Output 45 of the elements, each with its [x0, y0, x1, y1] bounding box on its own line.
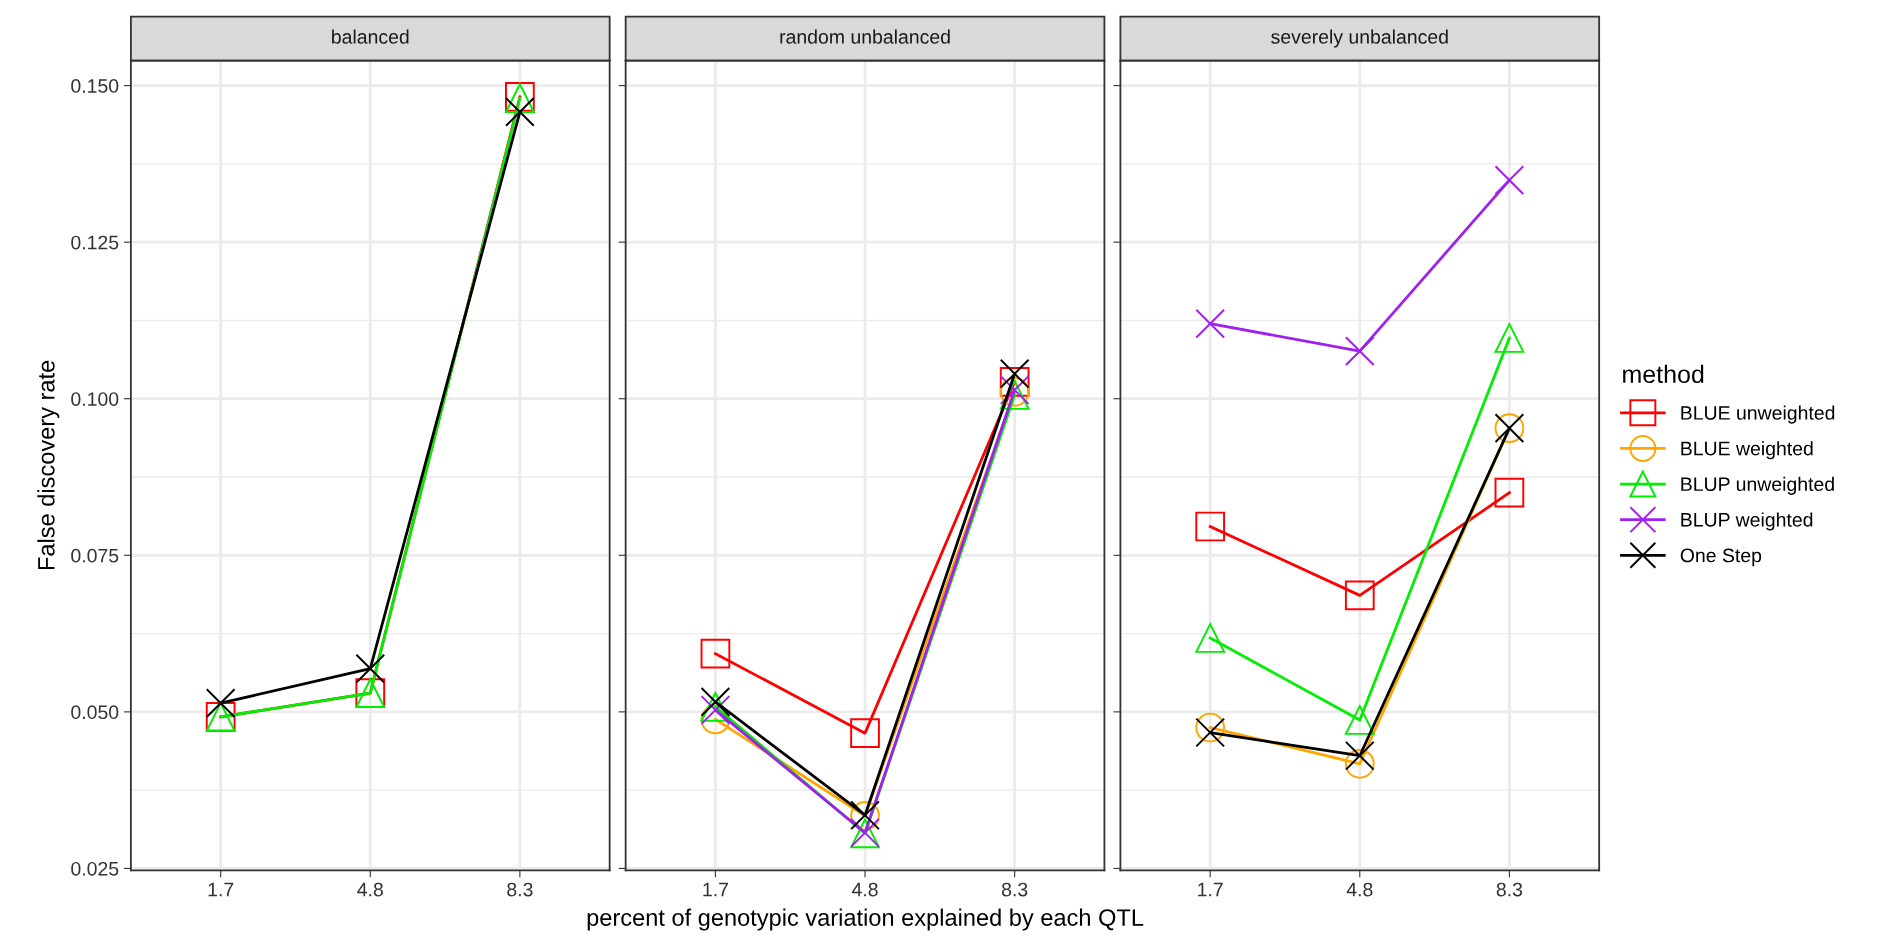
legend-label: BLUP unweighted: [1681, 476, 1834, 495]
point: [700, 686, 731, 717]
x-tick-label: 1.7: [1198, 882, 1223, 897]
point: [1195, 623, 1226, 653]
x-tick-label: 4.8: [357, 882, 383, 897]
point: [1344, 705, 1375, 735]
point: [1195, 511, 1226, 542]
chart-title: severely unbalanced: [1271, 29, 1448, 48]
legend-label: BLUP weighted: [1681, 512, 1813, 531]
y-tick-label: 0.075: [71, 548, 119, 563]
point: [1344, 748, 1375, 779]
point: [1344, 336, 1375, 366]
point: [999, 358, 1030, 389]
legend-label: BLUE unweighted: [1681, 405, 1835, 424]
point: [1494, 477, 1525, 508]
point: [850, 718, 880, 749]
x-tick-label: 4.8: [851, 882, 878, 897]
point: [205, 688, 236, 718]
point: [999, 366, 1030, 397]
x-tick-label: 1.7: [208, 882, 234, 897]
point: [1344, 740, 1375, 771]
chart-title: balanced: [332, 29, 409, 44]
chart-title: random unbalanced: [780, 29, 950, 44]
y-tick-label: 0.050: [71, 705, 119, 720]
point: [355, 653, 386, 684]
y-axis-title: False discovery rate: [37, 360, 60, 570]
point: [700, 638, 731, 669]
x-tick-label: 4.8: [1346, 882, 1373, 897]
x-tick-label: 8.3: [1001, 882, 1028, 897]
legend-label: BLUE weighted: [1681, 441, 1813, 460]
x-axis-title: percent of genotypic variation explained by each QTL: [587, 908, 1144, 931]
point: [1494, 323, 1525, 353]
point: [1195, 308, 1226, 339]
point: [505, 97, 535, 127]
y-tick-label: 0.125: [71, 235, 119, 250]
y-tick-label: 0.100: [71, 392, 119, 406]
legend-title: method: [1623, 364, 1704, 384]
point: [1494, 165, 1525, 196]
y-tick-label: 0.025: [71, 861, 119, 876]
x-tick-label: 8.3: [1496, 882, 1523, 897]
legend-label: One Step: [1680, 548, 1762, 567]
x-tick-label: 1.7: [703, 882, 728, 897]
y-tick-label: 0.150: [71, 79, 119, 93]
point: [1344, 580, 1375, 611]
x-tick-label: 8.3: [507, 882, 533, 897]
